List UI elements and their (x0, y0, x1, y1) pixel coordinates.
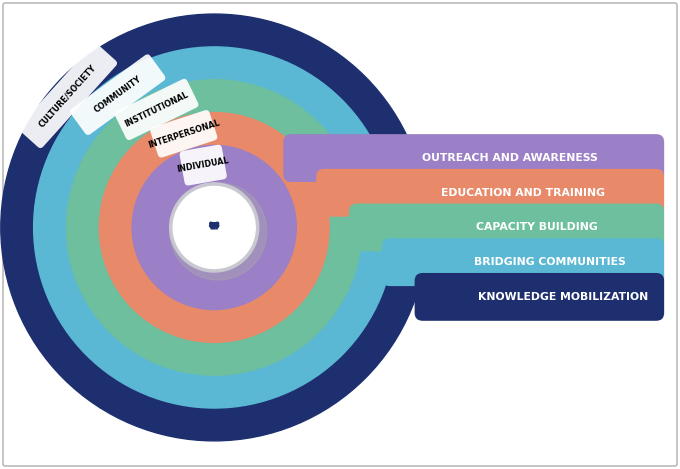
FancyBboxPatch shape (210, 226, 212, 228)
Circle shape (210, 223, 214, 226)
FancyBboxPatch shape (211, 227, 213, 229)
FancyBboxPatch shape (284, 134, 664, 182)
Polygon shape (210, 225, 214, 227)
Text: INTERPERSONAL: INTERPERSONAL (147, 118, 221, 150)
FancyBboxPatch shape (316, 169, 664, 217)
FancyBboxPatch shape (150, 110, 218, 158)
Text: INDIVIDUAL: INDIVIDUAL (176, 156, 230, 174)
Circle shape (99, 113, 329, 342)
Text: OUTREACH AND AWARENESS: OUTREACH AND AWARENESS (422, 153, 598, 163)
Circle shape (169, 183, 259, 272)
Circle shape (169, 183, 267, 280)
FancyBboxPatch shape (216, 227, 218, 229)
Polygon shape (216, 224, 219, 226)
FancyBboxPatch shape (415, 273, 664, 321)
FancyBboxPatch shape (216, 226, 218, 228)
FancyBboxPatch shape (381, 238, 664, 286)
FancyBboxPatch shape (3, 3, 677, 466)
Text: CAPACITY BUILDING: CAPACITY BUILDING (475, 222, 597, 233)
Polygon shape (209, 224, 213, 226)
Text: COMMUNITY: COMMUNITY (92, 75, 143, 115)
Text: EDUCATION AND TRAINING: EDUCATION AND TRAINING (441, 188, 605, 198)
Circle shape (1, 14, 428, 441)
Polygon shape (212, 225, 216, 227)
Text: INSTITUTIONAL: INSTITUTIONAL (123, 90, 190, 129)
Circle shape (213, 223, 216, 226)
FancyBboxPatch shape (213, 227, 216, 229)
Circle shape (67, 80, 362, 375)
Circle shape (132, 145, 296, 310)
FancyBboxPatch shape (70, 54, 165, 135)
Circle shape (216, 222, 219, 225)
Circle shape (33, 47, 395, 408)
Circle shape (209, 222, 212, 225)
Polygon shape (215, 225, 218, 227)
FancyBboxPatch shape (115, 79, 199, 140)
Circle shape (173, 187, 255, 268)
FancyBboxPatch shape (18, 43, 117, 148)
Text: BRIDGING COMMUNITIES: BRIDGING COMMUNITIES (474, 257, 626, 267)
Circle shape (215, 223, 218, 226)
Text: CULTURE/SOCIETY: CULTURE/SOCIETY (37, 62, 98, 129)
Text: KNOWLEDGE MOBILIZATION: KNOWLEDGE MOBILIZATION (477, 292, 648, 302)
FancyBboxPatch shape (349, 204, 664, 251)
FancyBboxPatch shape (180, 145, 226, 185)
